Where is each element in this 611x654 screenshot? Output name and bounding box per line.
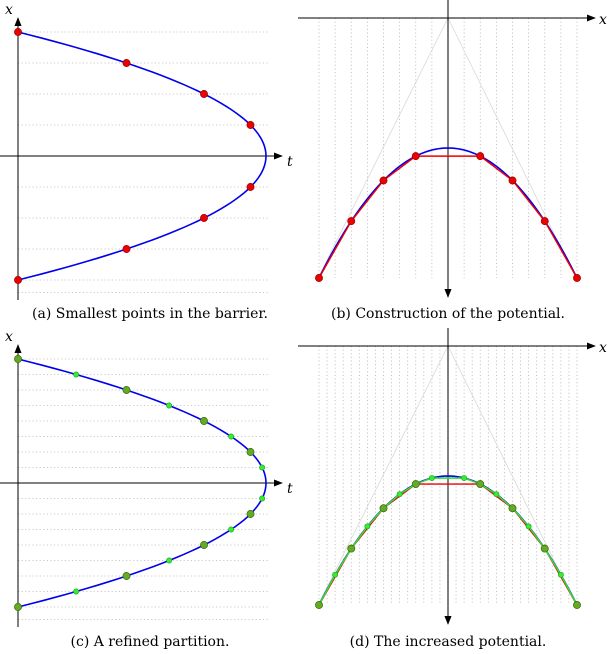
d-coarse-point: [540, 544, 549, 553]
c-coarse-point: [122, 572, 131, 580]
panel-a-caption: (a) Smallest points in the barrier.: [32, 306, 268, 322]
panel-a-points: [14, 28, 255, 284]
c-refined-point: [73, 371, 80, 378]
c-coarse-point: [122, 386, 131, 394]
c-coarse-point: [246, 448, 255, 456]
d-coarse-point: [411, 480, 420, 489]
b-coarse-point: [573, 274, 581, 282]
panel-b-potential-hull: [318, 155, 578, 279]
d-coarse-point: [379, 504, 388, 513]
d-refined-point: [557, 571, 564, 578]
panel-d-points: [315, 475, 581, 609]
panel-a: x t (a) Smallest points in the barrier.: [0, 2, 293, 322]
panel-b: x (b) Construction of the potential.: [298, 0, 607, 322]
panel-b-curve: [318, 147, 578, 279]
d-refined-point: [461, 475, 468, 481]
panel-d-caption: (d) The increased potential.: [350, 634, 547, 650]
a-coarse-point: [122, 245, 131, 253]
a-coarse-point: [14, 28, 22, 36]
panel-a-curve: [17, 31, 267, 281]
panel-c-curve: [17, 358, 267, 608]
d-coarse-point: [508, 504, 517, 513]
c-refined-point: [73, 588, 80, 595]
c-refined-point: [228, 433, 235, 440]
d-coarse-point: [573, 601, 581, 609]
panel-b-cone-left: [317, 17, 449, 279]
c-refined-point: [166, 557, 173, 564]
a-coarse-point: [122, 59, 131, 67]
a-coarse-point: [200, 214, 208, 222]
b-coarse-point: [508, 176, 517, 185]
b-coarse-point: [315, 274, 323, 282]
panel-c-t-label: t: [287, 481, 293, 497]
b-coarse-point: [347, 217, 356, 226]
a-coarse-point: [14, 276, 22, 284]
d-coarse-point: [347, 544, 356, 553]
d-refined-point: [428, 475, 435, 481]
panel-b-x-label: x: [599, 12, 607, 28]
panel-c-grid: [18, 358, 268, 620]
panel-b-points: [315, 152, 581, 282]
c-refined-point: [259, 464, 266, 471]
b-coarse-point: [411, 152, 420, 161]
panel-d-x-label: x: [599, 340, 607, 356]
panel-c-points: [14, 355, 266, 611]
panel-d-cone-left: [317, 345, 449, 606]
d-refined-point: [396, 491, 403, 498]
panel-d-refined-hull: [318, 477, 578, 606]
c-refined-point: [228, 526, 235, 533]
a-coarse-point: [200, 90, 208, 98]
a-coarse-point: [246, 121, 255, 129]
panel-b-caption: (b) Construction of the potential.: [331, 306, 565, 322]
panel-b-cone-right: [447, 17, 577, 279]
c-coarse-point: [14, 355, 22, 363]
c-coarse-point: [246, 510, 255, 518]
b-coarse-point: [379, 176, 388, 185]
panel-b-grid: [318, 18, 578, 278]
c-refined-point: [259, 495, 266, 502]
panel-a-t-label: t: [287, 154, 293, 170]
d-coarse-point: [476, 480, 485, 489]
c-refined-point: [166, 402, 173, 409]
b-coarse-point: [540, 217, 549, 226]
d-refined-point: [493, 491, 500, 498]
c-coarse-point: [200, 417, 208, 425]
panel-c-caption: (c) A refined partition.: [71, 634, 230, 650]
panel-d-cone-right: [447, 345, 577, 606]
c-coarse-point: [14, 603, 22, 611]
panel-c: x t (c) A refined partition.: [0, 329, 293, 650]
d-coarse-point: [315, 601, 323, 609]
b-coarse-point: [476, 152, 485, 161]
d-refined-point: [332, 571, 339, 578]
panel-a-x-label: x: [5, 2, 13, 18]
c-coarse-point: [200, 541, 208, 549]
panel-d: x (d) The increased potential.: [298, 328, 607, 650]
d-refined-point: [364, 523, 371, 530]
a-coarse-point: [246, 183, 255, 191]
d-refined-point: [525, 523, 532, 530]
panel-c-x-label: x: [5, 329, 13, 345]
panel-a-grid: [18, 31, 268, 293]
